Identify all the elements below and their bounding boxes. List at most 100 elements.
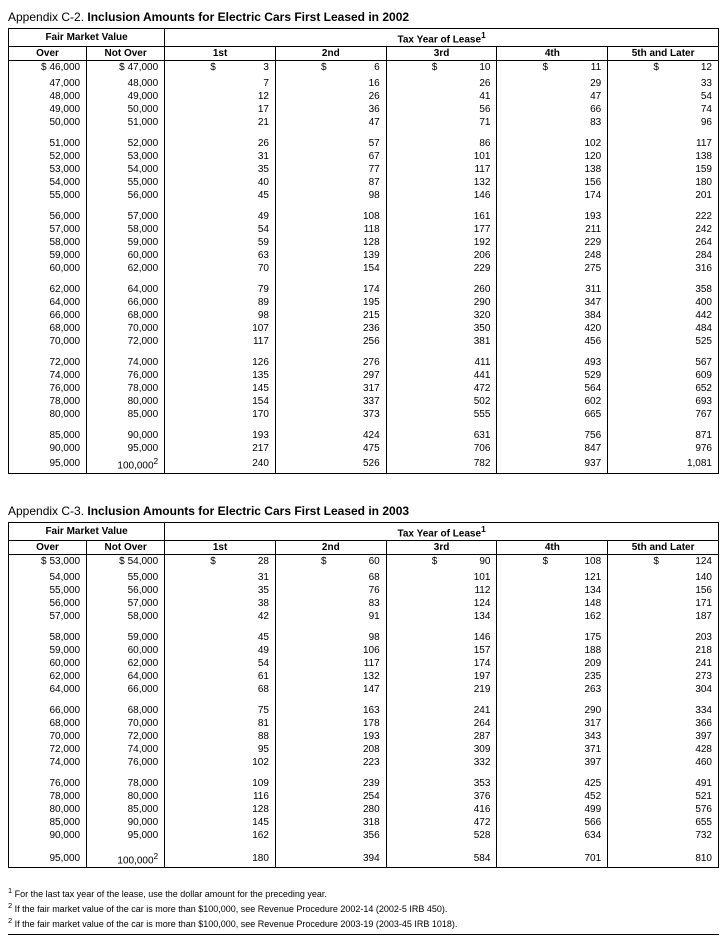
table-row: 55,00056,0004598146174201	[9, 189, 719, 202]
cell-notover: 64,000	[87, 670, 165, 683]
cell-value: 397	[608, 730, 719, 743]
cell-value: 208	[275, 743, 386, 756]
cell-value: 171	[608, 597, 719, 610]
cell-value: 456	[497, 335, 608, 348]
cell-value: 782	[386, 455, 497, 473]
cell-value: 209	[497, 657, 608, 670]
cell-notover: 95,000	[87, 829, 165, 842]
table-row: 58,00059,0004598146175203	[9, 631, 719, 644]
cell-value: 334	[608, 704, 719, 717]
cell-value: 215	[275, 309, 386, 322]
cell-value: 217	[165, 442, 276, 455]
cell-value: 95	[165, 743, 276, 756]
cell-value: 159	[608, 163, 719, 176]
cell-value: 180	[165, 850, 276, 868]
cell-notover: 57,000	[87, 210, 165, 223]
cell-over: 51,000	[9, 137, 87, 150]
cell-over: 60,000	[9, 657, 87, 670]
cell-over: 52,000	[9, 150, 87, 163]
cell-value: 460	[608, 756, 719, 769]
cell-value: 499	[497, 803, 608, 816]
group-spacer	[9, 275, 719, 283]
cell-value: 178	[275, 717, 386, 730]
cell-value: 174	[386, 657, 497, 670]
cell-value: 63	[165, 249, 276, 262]
cell-value: 502	[386, 395, 497, 408]
table-row: 50,00051,0002147718396	[9, 116, 719, 129]
cell-over: 54,000	[9, 571, 87, 584]
cell-value: 45	[165, 631, 276, 644]
cell-over: $46,000	[9, 61, 87, 78]
cell-value: 42	[165, 610, 276, 623]
cell-value: 337	[275, 395, 386, 408]
cell-notover: 54,000	[87, 163, 165, 176]
appendix-title: Appendix C-3. Inclusion Amounts for Elec…	[8, 504, 719, 518]
cell-value: 67	[275, 150, 386, 163]
cell-value: 16	[275, 77, 386, 90]
cell-value: 317	[497, 717, 608, 730]
table-row: 57,00058,0004291134162187	[9, 610, 719, 623]
cell-notover: 57,000	[87, 597, 165, 610]
table-row: 55,00056,0003576112134156	[9, 584, 719, 597]
cell-value: 140	[608, 571, 719, 584]
cell-value: 229	[497, 236, 608, 249]
cell-value: 254	[275, 790, 386, 803]
cell-value: $60	[275, 554, 386, 571]
cell-over: 74,000	[9, 369, 87, 382]
cell-value: 317	[275, 382, 386, 395]
cell-value: 107	[165, 322, 276, 335]
cell-over: 66,000	[9, 309, 87, 322]
cell-over: 49,000	[9, 103, 87, 116]
cell-value: 284	[608, 249, 719, 262]
cell-over: 76,000	[9, 382, 87, 395]
cell-value: 138	[608, 150, 719, 163]
cell-value: 177	[386, 223, 497, 236]
cell-value: 156	[497, 176, 608, 189]
table-row: 95,000100,0002180394584701810	[9, 850, 719, 868]
cell-over: 53,000	[9, 163, 87, 176]
cell-over: 72,000	[9, 356, 87, 369]
cell-notover: 80,000	[87, 790, 165, 803]
cell-value: 425	[497, 777, 608, 790]
cell-over: 74,000	[9, 756, 87, 769]
cell-value: 157	[386, 644, 497, 657]
cell-value: 528	[386, 829, 497, 842]
cell-value: 201	[608, 189, 719, 202]
cell-over: 72,000	[9, 743, 87, 756]
cell-value: 120	[497, 150, 608, 163]
cell-value: 162	[497, 610, 608, 623]
cell-notover: 64,000	[87, 283, 165, 296]
table-row: 74,00076,000135297441529609	[9, 369, 719, 382]
cell-notover: 68,000	[87, 309, 165, 322]
cell-value: 366	[608, 717, 719, 730]
tax-year-header: Tax Year of Lease1	[165, 522, 719, 540]
cell-value: 555	[386, 408, 497, 421]
cell-notover: 66,000	[87, 683, 165, 696]
col-year: 1st	[165, 47, 276, 61]
cell-value: 275	[497, 262, 608, 275]
cell-notover: 55,000	[87, 176, 165, 189]
footnote: 2 If the fair market value of the car is…	[8, 901, 719, 916]
cell-value: 101	[386, 150, 497, 163]
cell-value: 187	[608, 610, 719, 623]
table-row: 80,00085,000128280416499576	[9, 803, 719, 816]
cell-notover: $47,000	[87, 61, 165, 78]
cell-value: 128	[165, 803, 276, 816]
cell-value: $124	[608, 554, 719, 571]
cell-over: 48,000	[9, 90, 87, 103]
cell-value: 241	[386, 704, 497, 717]
cell-value: 193	[497, 210, 608, 223]
cell-value: 101	[386, 571, 497, 584]
cell-notover: 56,000	[87, 189, 165, 202]
cell-value: 411	[386, 356, 497, 369]
cell-notover: 68,000	[87, 704, 165, 717]
cell-value: 400	[608, 296, 719, 309]
table-row: 72,00074,00095208309371428	[9, 743, 719, 756]
cell-notover: 60,000	[87, 644, 165, 657]
cell-value: 373	[275, 408, 386, 421]
cell-value: 311	[497, 283, 608, 296]
cell-notover: 49,000	[87, 90, 165, 103]
table-row: 49,00050,0001736566674	[9, 103, 719, 116]
cell-value: 203	[608, 631, 719, 644]
cell-value: 134	[386, 610, 497, 623]
